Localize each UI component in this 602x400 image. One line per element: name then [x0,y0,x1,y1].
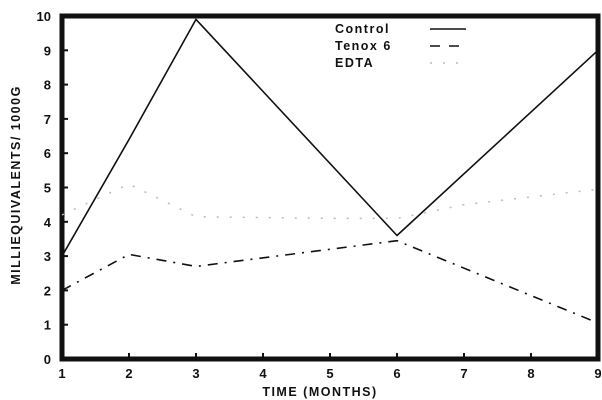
x-tick-label: 1 [58,366,65,381]
y-tick-label: 1 [44,318,51,333]
y-tick-label: 8 [44,78,51,93]
y-tick-label: 10 [37,9,51,24]
x-tick-label: 3 [192,366,199,381]
y-axis-label: MILLIEQUIVALENTS/ 1000G [9,85,23,285]
y-tick-label: 4 [44,215,52,230]
y-tick-label: 0 [44,352,51,367]
y-tick-label: 2 [44,283,51,298]
series-line-edta [61,183,599,220]
x-axis-ticks: 1 2 3 4 5 6 7 8 9 [58,353,602,381]
x-tick-label: 9 [594,366,601,381]
x-tick-label: 4 [259,366,267,381]
x-tick-label: 7 [460,366,467,381]
y-tick-label: 7 [44,112,51,127]
series-line-control [61,18,599,257]
y-tick-label: 5 [44,181,51,196]
y-tick-label: 6 [44,146,51,161]
x-tick-label: 8 [527,366,534,381]
legend: Control Tenox 6 EDTA [335,22,466,70]
plot-frame [59,13,601,362]
series-layer [61,18,599,324]
y-tick-label: 3 [44,249,51,264]
series-line-tenox-6 [61,239,599,324]
y-tick-label: 9 [44,43,51,58]
x-tick-label: 5 [326,366,333,381]
x-axis-label: TIME (MONTHS) [262,385,377,399]
x-tick-label: 6 [393,366,400,381]
y-axis-ticks: 0 1 2 3 4 5 6 7 8 9 10 [37,9,68,367]
legend-label: Control [335,22,390,36]
legend-label: Tenox 6 [335,39,392,53]
plot-border [59,13,601,362]
legend-label: EDTA [335,56,374,70]
x-tick-label: 2 [125,366,132,381]
